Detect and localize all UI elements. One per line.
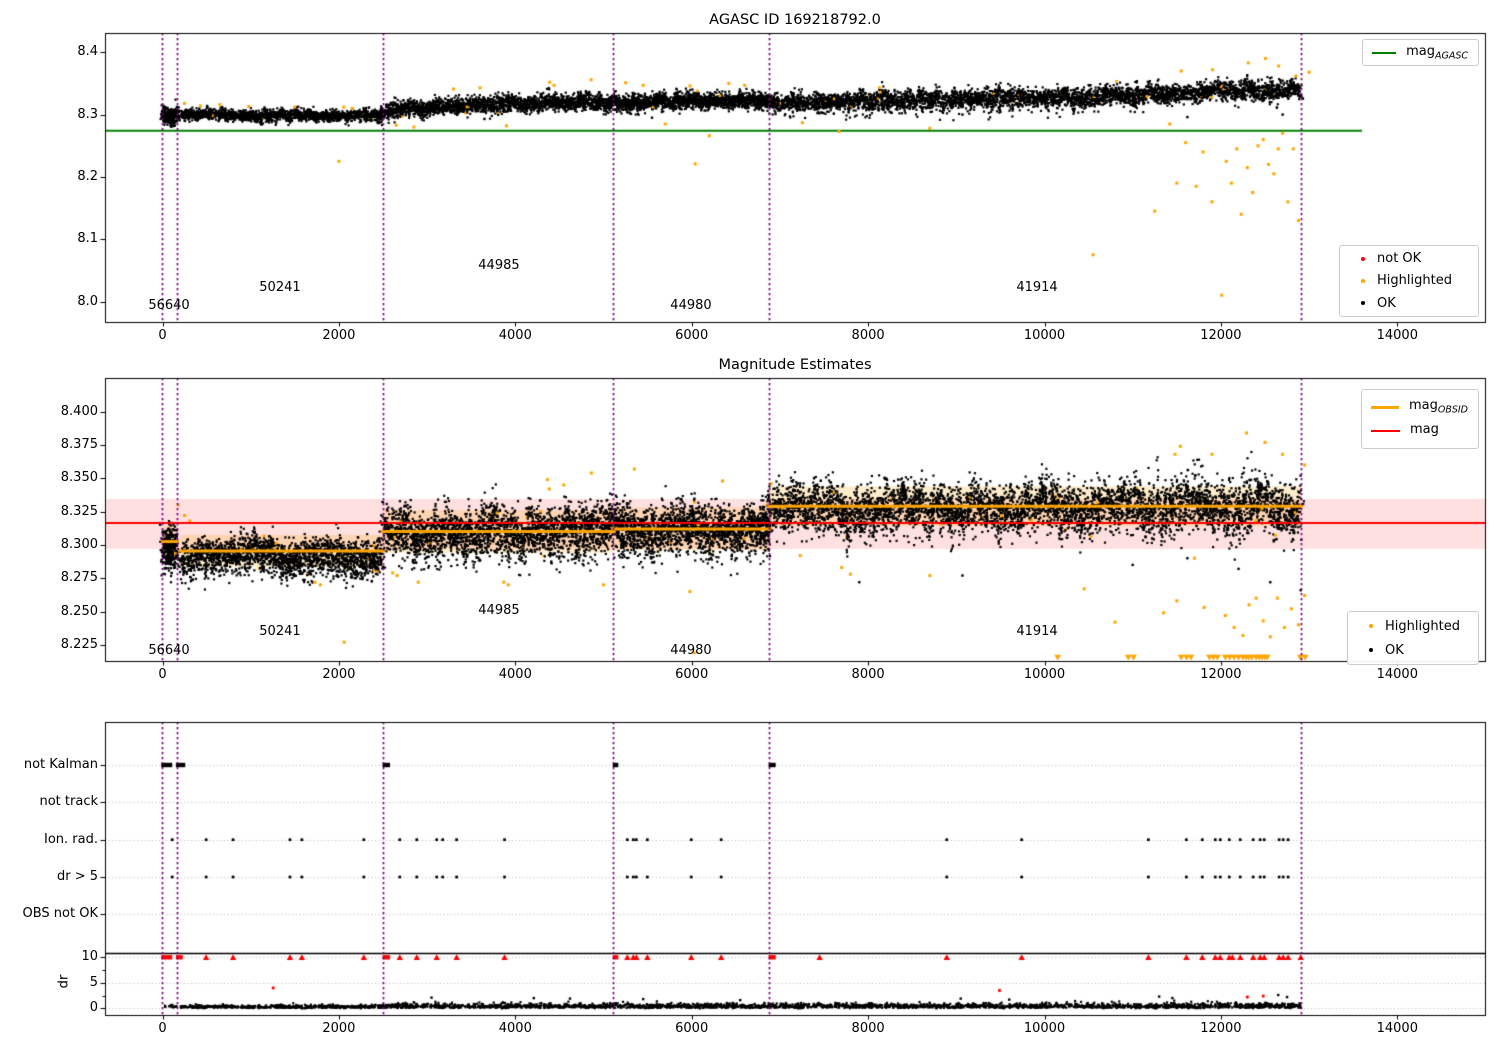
obsid-annotation: 50241 bbox=[259, 279, 301, 295]
x-tick-label: 12000 bbox=[1200, 328, 1242, 343]
highlighted-marker bbox=[1369, 624, 1373, 628]
legend-label: not OK bbox=[1377, 251, 1422, 267]
obsid-annotation: 44980 bbox=[670, 642, 712, 658]
ok-marker bbox=[1369, 648, 1373, 652]
x-tick-label: 4000 bbox=[498, 328, 532, 343]
y-tick-label: 8.300 bbox=[60, 536, 98, 552]
legend-mag-lines: magOBSID mag bbox=[1361, 389, 1479, 449]
x-tick-label: 4000 bbox=[498, 667, 532, 682]
dr-tick-label: 5 bbox=[89, 974, 98, 990]
y-tick-label: 8.250 bbox=[60, 603, 98, 619]
legend-label: magAGASC bbox=[1406, 43, 1468, 62]
y-tick-label: 8.1 bbox=[77, 231, 98, 247]
obsid-annotation: 56640 bbox=[148, 642, 190, 658]
obsid-annotation: 44980 bbox=[670, 298, 712, 314]
flag-row-label: not track bbox=[39, 794, 98, 810]
obsid-annotation: 56640 bbox=[148, 298, 190, 314]
y-tick-label: 8.4 bbox=[77, 44, 98, 60]
y-tick-label: 8.225 bbox=[60, 636, 98, 652]
obsid-annotation: 50241 bbox=[259, 624, 301, 640]
dr-tick-label: 10 bbox=[81, 949, 98, 965]
obsid-annotation: 41914 bbox=[1016, 624, 1058, 640]
x-tick-label: 6000 bbox=[675, 328, 709, 343]
x-tick-label: 14000 bbox=[1376, 667, 1418, 682]
x-tick-label: 8000 bbox=[851, 328, 885, 343]
legend-label: OK bbox=[1385, 642, 1404, 658]
x-tick-label: 2000 bbox=[322, 667, 356, 682]
x-tick-label: 12000 bbox=[1200, 1021, 1242, 1036]
legend-item-mag-agasc: magAGASC bbox=[1372, 43, 1468, 62]
flag-row-label: dr > 5 bbox=[56, 869, 98, 884]
obsid-annotation: 44985 bbox=[478, 602, 520, 618]
middle-plot-title: Magnitude Estimates bbox=[718, 357, 872, 373]
mag-line-sample bbox=[1371, 430, 1400, 432]
legend-label: OK bbox=[1377, 295, 1396, 311]
flag-row-label: Ion. rad. bbox=[44, 831, 98, 847]
top-plot-title: AGASC ID 169218792.0 bbox=[709, 12, 881, 28]
x-tick-label: 12000 bbox=[1200, 667, 1242, 682]
legend-item-not-ok: not OK bbox=[1349, 250, 1468, 267]
y-tick-label: 8.275 bbox=[60, 570, 98, 586]
x-tick-label: 0 bbox=[158, 667, 167, 682]
highlighted-marker bbox=[1361, 278, 1365, 283]
x-tick-label: 8000 bbox=[851, 1021, 885, 1036]
y-tick-label: 8.3 bbox=[77, 106, 98, 122]
y-tick-label: 8.0 bbox=[77, 293, 98, 309]
not-ok-marker bbox=[1361, 256, 1365, 261]
legend-label: magOBSID bbox=[1408, 398, 1468, 416]
ok-marker bbox=[1361, 301, 1365, 306]
obsid-annotation: 44985 bbox=[478, 257, 520, 273]
y-tick-label: 8.325 bbox=[60, 503, 98, 519]
obsid-annotation: 41914 bbox=[1016, 279, 1058, 295]
x-tick-label: 10000 bbox=[1023, 328, 1066, 343]
legend-item-highlighted: Highlighted bbox=[1349, 272, 1468, 289]
legend-item-mag: mag bbox=[1371, 422, 1468, 441]
x-tick-label: 14000 bbox=[1376, 1021, 1418, 1036]
legend-item-highlighted: Highlighted bbox=[1357, 617, 1468, 636]
legend-top-markers: not OK Highlighted OK bbox=[1339, 245, 1479, 317]
x-tick-label: 6000 bbox=[675, 667, 709, 682]
x-tick-label: 0 bbox=[158, 328, 167, 343]
legend-label: mag bbox=[1410, 422, 1439, 438]
dr-tick-label: 0 bbox=[89, 1000, 98, 1016]
y-tick-label: 8.400 bbox=[60, 403, 98, 419]
mag-obsid-line-sample bbox=[1371, 405, 1399, 409]
x-tick-label: 10000 bbox=[1023, 1021, 1066, 1036]
x-tick-label: 0 bbox=[158, 1021, 167, 1036]
y-tick-label: 8.350 bbox=[60, 470, 98, 486]
x-tick-label: 6000 bbox=[675, 1021, 709, 1036]
x-tick-label: 4000 bbox=[498, 1021, 532, 1036]
y-tick-label: 8.2 bbox=[77, 168, 98, 184]
legend-item-mag-obsid: magOBSID bbox=[1371, 398, 1468, 417]
legend-item-ok: OK bbox=[1357, 641, 1468, 660]
y-tick-label: 8.375 bbox=[60, 437, 98, 452]
mag-agasc-line-sample bbox=[1372, 51, 1397, 54]
x-tick-label: 2000 bbox=[322, 328, 356, 343]
flag-row-label: OBS not OK bbox=[22, 906, 99, 922]
legend-middle-markers: Highlighted OK bbox=[1347, 611, 1479, 665]
flag-row-label: not Kalman bbox=[23, 757, 98, 772]
x-tick-label: 2000 bbox=[322, 1021, 356, 1036]
x-tick-label: 14000 bbox=[1376, 328, 1418, 343]
legend-label: Highlighted bbox=[1377, 273, 1452, 289]
legend-item-ok: OK bbox=[1349, 295, 1468, 312]
x-tick-label: 8000 bbox=[851, 667, 885, 682]
legend-mag-agasc: magAGASC bbox=[1362, 39, 1479, 66]
legend-label: Highlighted bbox=[1385, 618, 1460, 634]
x-tick-label: 10000 bbox=[1023, 667, 1066, 682]
